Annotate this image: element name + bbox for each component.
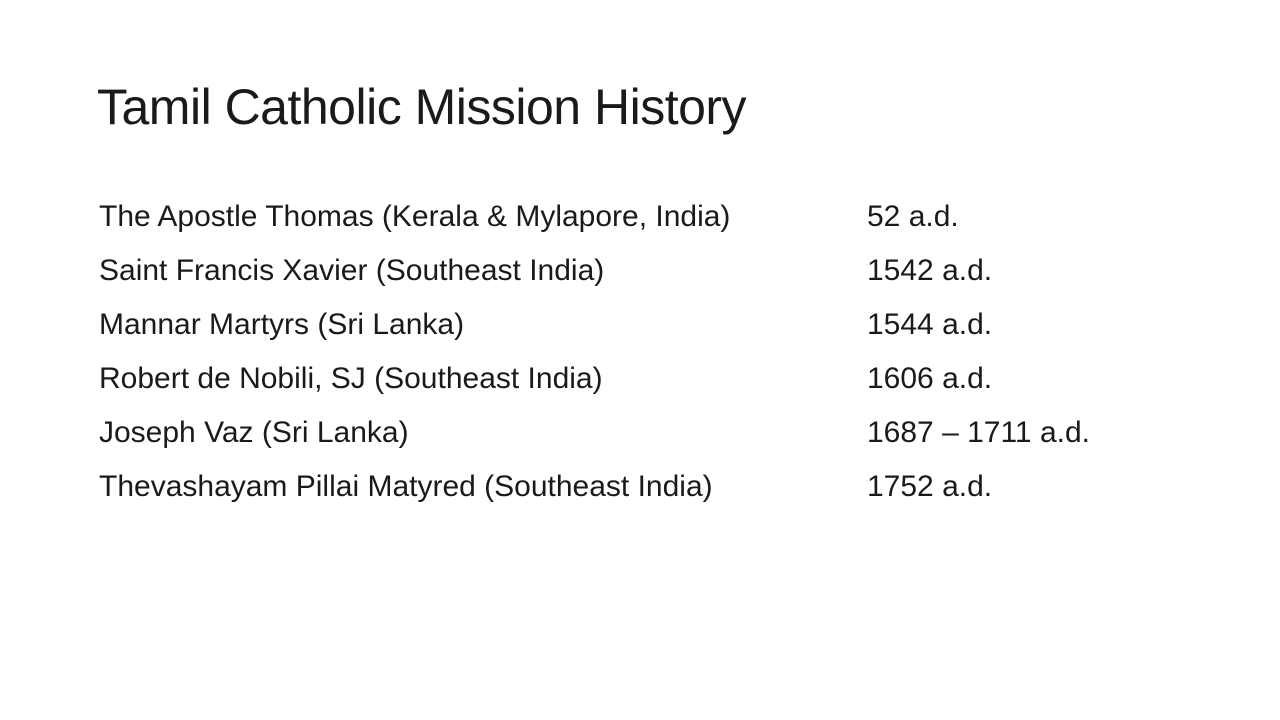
event: Thevashayam Pillai Matyred (Southeast In… (99, 470, 713, 503)
timeline-row: The Apostle Thomas (Kerala & Mylapore, I… (99, 190, 1199, 244)
event: Robert de Nobili, SJ (Southeast India) (99, 362, 603, 395)
timeline-row: Robert de Nobili, SJ (Southeast India) 16… (99, 352, 1199, 406)
date: 1606 a.d. (867, 362, 993, 395)
timeline-row: Thevashayam Pillai Matyred (Southeast In… (99, 460, 1199, 514)
slide-title: Tamil Catholic Mission History (97, 79, 747, 135)
event: Saint Francis Xavier (Southeast India) (99, 254, 605, 287)
event: Mannar Martyrs (Sri Lanka) (99, 308, 465, 341)
date: 52 a.d. (867, 200, 959, 233)
event: The Apostle Thomas (Kerala & Mylapore, I… (99, 200, 731, 233)
timeline-row: Saint Francis Xavier (Southeast India) 15… (99, 244, 1199, 298)
timeline-row: Joseph Vaz (Sri Lanka) 1687 – 1711 a.d. (99, 406, 1199, 460)
timeline-list: The Apostle Thomas (Kerala & Mylapore, I… (99, 190, 1199, 514)
date: 1687 – 1711 a.d. (867, 416, 1090, 449)
date: 1752 a.d. (867, 470, 993, 503)
timeline-row: Mannar Martyrs (Sri Lanka) 1544 a.d. (99, 298, 1199, 352)
date: 1544 a.d. (867, 308, 993, 341)
event: Joseph Vaz (Sri Lanka) (99, 416, 409, 449)
date: 1542 a.d. (867, 254, 993, 287)
